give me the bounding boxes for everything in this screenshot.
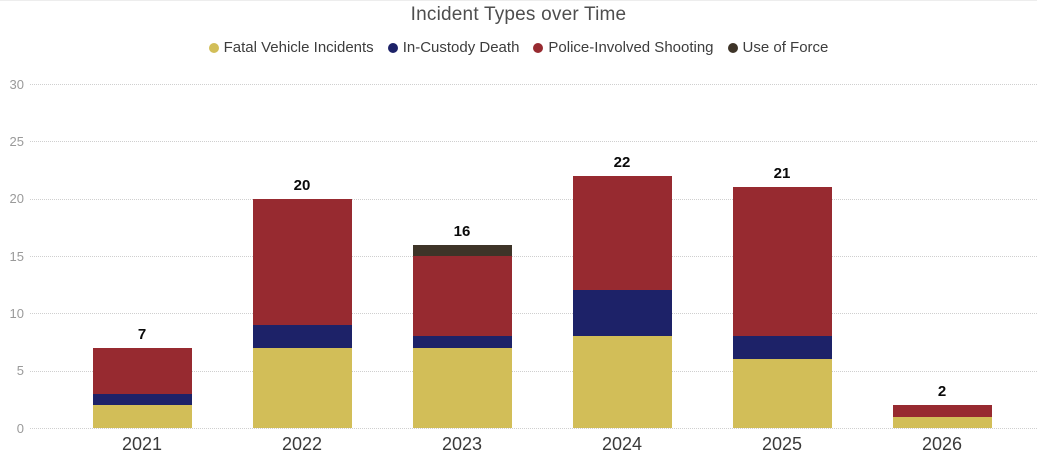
gridline-y-5: [30, 370, 1037, 372]
legend-item-fatal-vehicle-incidents[interactable]: Fatal Vehicle Incidents: [208, 39, 374, 56]
gridline-y-0: [30, 428, 1037, 429]
y-axis-tick-label: 10: [9, 305, 24, 321]
bar-segment-police-involved-shooting-2022[interactable]: [252, 198, 352, 325]
gridline-y-30: [30, 84, 1037, 85]
gridline-y-15: [30, 256, 1037, 257]
legend-item-use-of-force[interactable]: Use of Force: [727, 39, 829, 56]
x-axis-label-2026: 2026: [921, 434, 963, 454]
x-axis-label-2022: 2022: [281, 434, 323, 454]
legend-label: In-Custody Death: [402, 39, 520, 56]
y-axis-tick-label: 30: [9, 76, 24, 92]
y-axis-tick-label: 0: [16, 420, 24, 436]
legend-label: Police-Involved Shooting: [548, 39, 714, 56]
bar-total-label-2022: 20: [293, 176, 311, 194]
bar-total-label-2026: 2: [937, 383, 947, 401]
bar-segment-use-of-force-2023[interactable]: [412, 244, 512, 256]
bar-segment-in-custody-death-2024[interactable]: [572, 290, 672, 337]
bar-segment-police-involved-shooting-2026[interactable]: [892, 405, 992, 417]
bar-segment-fatal-vehicle-incidents-2025[interactable]: [732, 359, 832, 428]
bar-total-label-2024: 22: [613, 153, 631, 171]
x-axis-label-2021: 2021: [121, 434, 163, 454]
bar-segment-fatal-vehicle-incidents-2021[interactable]: [92, 405, 192, 428]
gridline-y-25: [30, 141, 1037, 143]
bar-total-label-2025: 21: [773, 165, 791, 183]
bar-total-label-2021: 7: [137, 325, 147, 343]
bar-segment-fatal-vehicle-incidents-2024[interactable]: [572, 336, 672, 428]
x-axis-label-2023: 2023: [441, 434, 483, 454]
bar-segment-in-custody-death-2025[interactable]: [732, 336, 832, 360]
legend: Fatal Vehicle Incidents In-Custody Death…: [0, 39, 1037, 56]
legend-marker-icon: [533, 42, 544, 53]
gridline-y-10: [30, 313, 1037, 315]
bar-total-label-2023: 16: [453, 222, 471, 240]
legend-marker-icon: [208, 42, 219, 53]
bar-segment-in-custody-death-2022[interactable]: [252, 324, 352, 348]
bar-segment-in-custody-death-2021[interactable]: [92, 393, 192, 406]
legend-marker-icon: [727, 42, 738, 53]
y-axis-tick-label: 20: [9, 191, 24, 207]
chart-title: Incident Types over Time: [410, 4, 627, 25]
y-axis-tick-label: 5: [16, 363, 24, 379]
bar-segment-police-involved-shooting-2024[interactable]: [572, 175, 672, 291]
bar-segment-in-custody-death-2023[interactable]: [412, 336, 512, 348]
bar-segment-fatal-vehicle-incidents-2023[interactable]: [412, 347, 512, 428]
legend-marker-icon: [387, 42, 398, 53]
legend-label: Use of Force: [742, 39, 829, 56]
legend-label: Fatal Vehicle Incidents: [223, 39, 374, 56]
y-axis-tick-label: 25: [9, 133, 24, 149]
bar-segment-fatal-vehicle-incidents-2026[interactable]: [892, 416, 992, 428]
gridline-y-20: [30, 198, 1037, 200]
legend-item-in-custody-death[interactable]: In-Custody Death: [387, 39, 520, 56]
y-axis-tick-label: 15: [9, 248, 24, 264]
bar-segment-police-involved-shooting-2025[interactable]: [732, 187, 832, 337]
legend-item-police-involved-shooting[interactable]: Police-Involved Shooting: [533, 39, 714, 56]
bar-segment-police-involved-shooting-2021[interactable]: [92, 347, 192, 394]
bar-segment-fatal-vehicle-incidents-2022[interactable]: [252, 347, 352, 428]
x-axis-label-2024: 2024: [601, 434, 643, 454]
bar-segment-police-involved-shooting-2023[interactable]: [412, 256, 512, 337]
x-axis-label-2025: 2025: [761, 434, 803, 454]
